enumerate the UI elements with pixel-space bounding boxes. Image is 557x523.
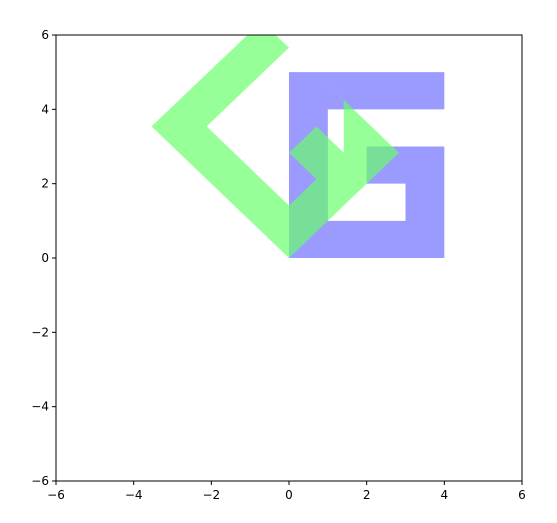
y-axis: −6 −4 −2 0 2 4 6 bbox=[31, 28, 56, 488]
x-tick-label: 6 bbox=[518, 488, 526, 502]
x-tick-label: 0 bbox=[285, 488, 293, 502]
y-tick-label: 2 bbox=[41, 177, 49, 191]
x-tick-label: −2 bbox=[202, 488, 220, 502]
y-tick-label: −6 bbox=[31, 474, 49, 488]
y-tick-label: −4 bbox=[31, 400, 49, 414]
series-layer bbox=[151, 35, 445, 258]
x-tick-label: 2 bbox=[363, 488, 371, 502]
y-tick-label: −2 bbox=[31, 325, 49, 339]
x-tick-label: −6 bbox=[47, 488, 65, 502]
series-2-shape bbox=[151, 35, 399, 258]
x-tick-label: 4 bbox=[441, 488, 449, 502]
y-tick-label: 0 bbox=[41, 251, 49, 265]
x-axis: −6 −4 −2 0 2 4 6 bbox=[47, 481, 526, 502]
y-tick-label: 4 bbox=[41, 102, 49, 116]
x-tick-label: −4 bbox=[125, 488, 143, 502]
y-tick-label: 6 bbox=[41, 28, 49, 42]
